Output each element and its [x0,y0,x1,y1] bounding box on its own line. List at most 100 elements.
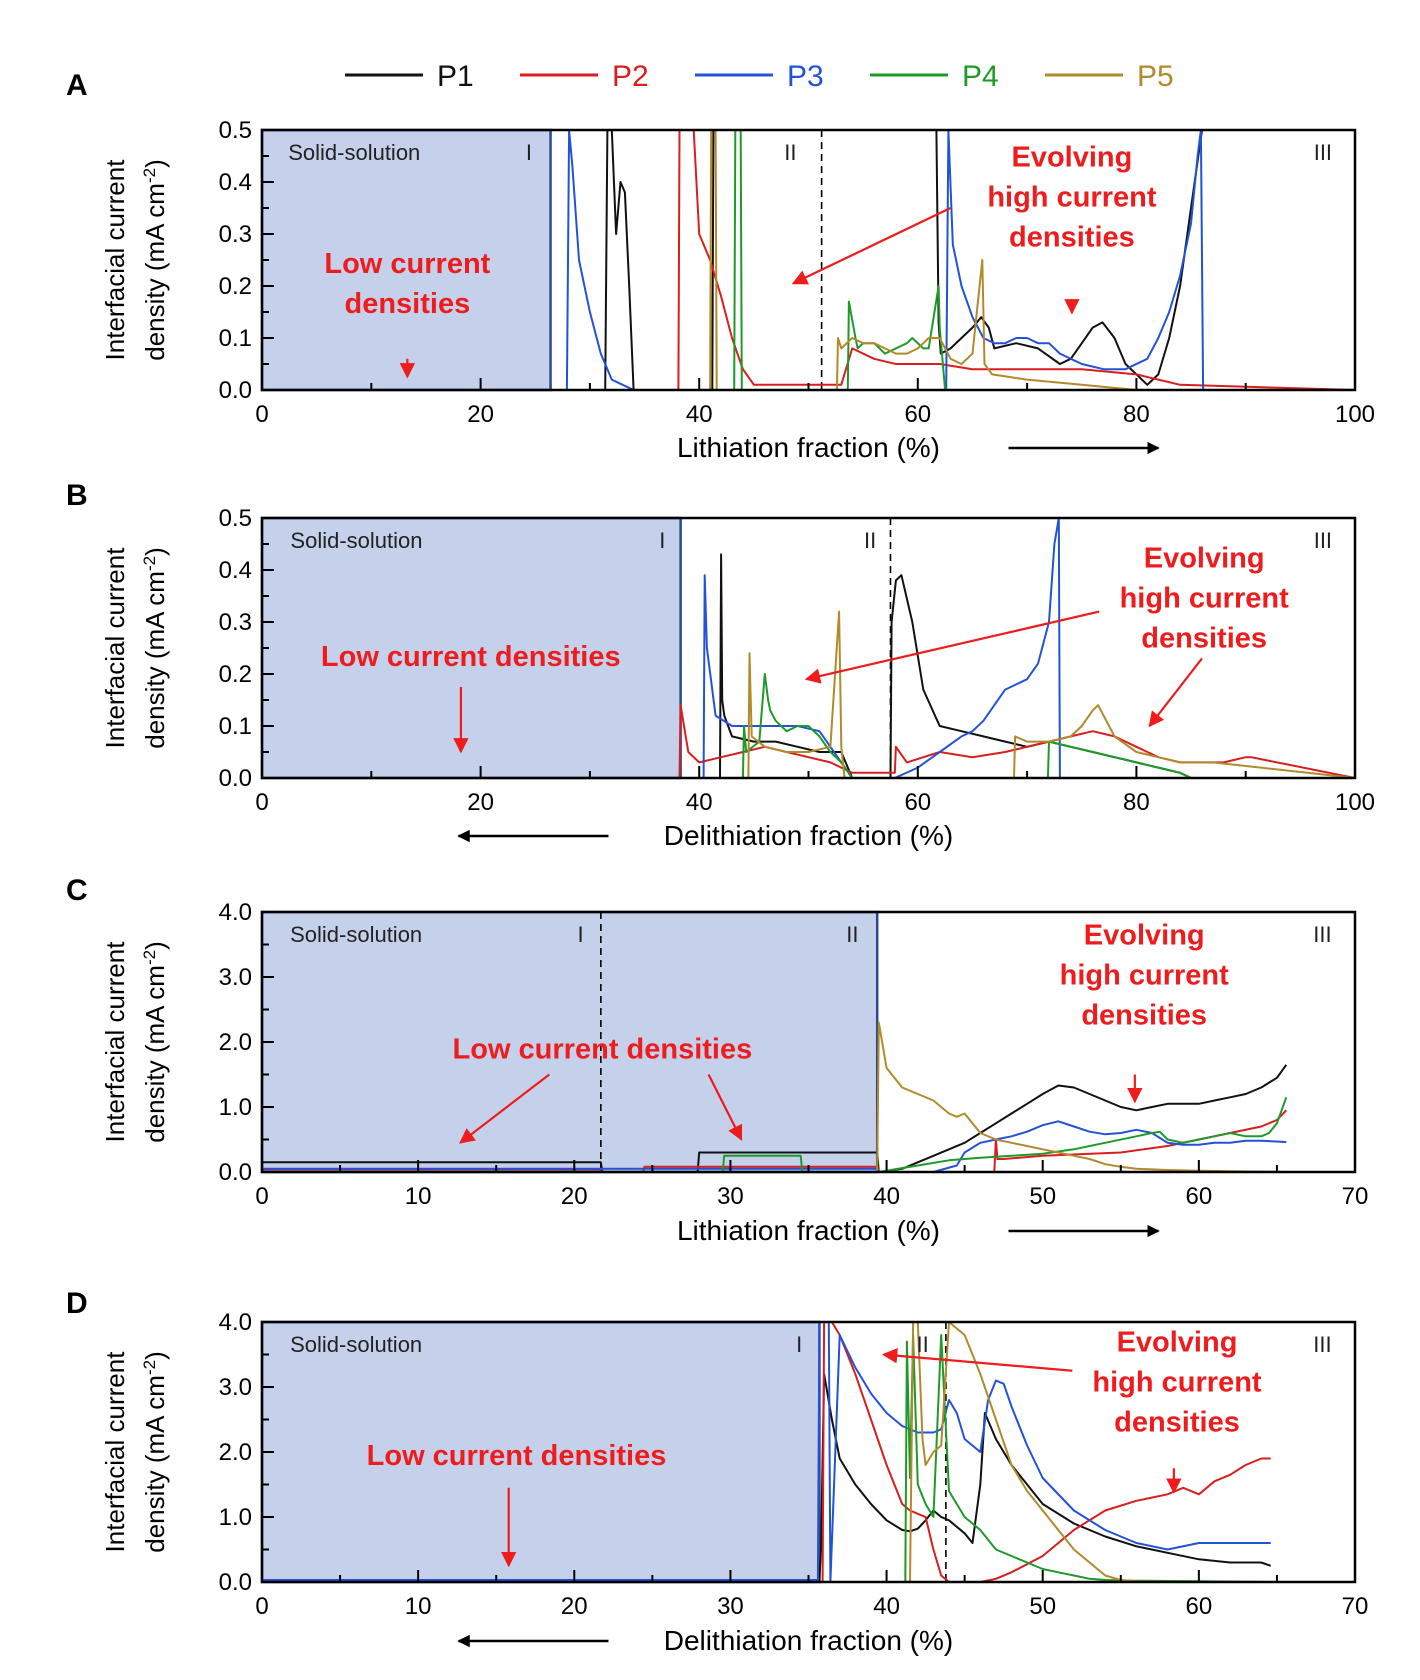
x-axis-title: Delithiation fraction (%) [664,820,953,851]
series-p3 [262,1120,1287,1172]
annotation-arrow [881,1348,1073,1372]
x-axis-title: Lithiation fraction (%) [677,1215,940,1246]
solid-solution-region [260,128,552,392]
y-tick-label: 0.3 [219,609,252,636]
y-tick-label: 0.4 [219,557,252,584]
region-label: Solid-solution [288,140,420,165]
region-label: III [1313,1332,1331,1357]
y-tick-label: 0.0 [219,377,252,404]
unit-close: ) [140,547,170,556]
unit-close: ) [140,159,170,168]
y-axis-title-line2: density (mA cm-2) [140,159,171,361]
y-tick-label: 2.0 [219,1029,252,1056]
annotation-line: high current [1092,1366,1262,1398]
x-tick-label: 70 [1342,1183,1369,1210]
panel-b: B 0 20 40 60 80 100 0.0 0.1 0.2 0.3 0.4 0.5 Delithiat… [66,479,1375,851]
x-tick-label: 40 [873,1183,900,1210]
x-axis-title: Lithiation fraction (%) [677,432,940,463]
annotation-arrow [459,1073,550,1144]
region-label: Solid-solution [290,922,422,947]
legend-label-p5: P5 [1137,60,1174,93]
region-label: III [1314,528,1332,553]
series-p5 [262,610,1355,778]
unit-close: ) [140,941,170,950]
y-tick-label: 0.1 [219,713,252,740]
panel-letter-c: C [66,874,88,907]
annotation-arrow [804,610,1100,684]
series-p3 [262,1322,1271,1582]
y-tick-label: 3.0 [219,964,252,991]
panels: A0 20 40 60 80 1000.00.10.20.30.40.5Lithiatio… [66,69,1375,1656]
annotation-text: Low current densities [367,1440,667,1472]
annotation-line: Low current [324,248,490,280]
panel-letter-a: A [66,69,88,102]
series-p1 [262,130,1355,390]
region-label: Solid-solution [290,528,422,553]
annotation-line: densities [1081,1000,1207,1032]
legend-label-p3: P3 [787,60,824,93]
x-tick-label: 40 [686,401,713,428]
x-axis-title: Delithiation fraction (%) [664,1625,953,1656]
x-tick-label: 0 [255,1593,268,1620]
region-label: II [864,528,876,553]
unit-close: ) [140,1351,170,1360]
series-p4 [262,673,1355,778]
x-tick-label: 20 [561,1183,588,1210]
region-label: I [526,140,532,165]
series-p1 [262,1373,1272,1581]
series-p5 [262,1021,1287,1172]
panel-a: A 0 20 40 60 80 100 0.0 0.1 0.2 0.3 0.4 0.5 Lithiatio… [66,69,1375,463]
annotation-text: Evolving high current densities [987,141,1157,253]
series-p4 [262,1096,1288,1172]
annotation-text: Evolving high current densities [1092,1326,1262,1438]
y-tick-label: 0.2 [219,661,252,688]
x-tick-label: 100 [1335,401,1375,428]
x-tick-label: 20 [467,789,494,816]
annotation-arrow [707,1074,743,1141]
x-tick-label: 60 [904,789,931,816]
annotation-text: Low current densities [324,248,490,320]
x-tick-label: 10 [405,1183,432,1210]
unit-exponent: -2 [140,556,159,571]
y-tick-label: 0.4 [219,169,252,196]
x-tick-label: 30 [717,1183,744,1210]
y-axis-title-line2: density (mA cm-2) [140,547,171,749]
region-label: III [1314,140,1332,165]
annotation-text: Low current densities [453,1033,753,1065]
x-tick-label: 40 [686,789,713,816]
region-label: I [796,1332,802,1357]
region-label: III [1313,922,1331,947]
y-axis-title-line1: Interfacial current [100,159,130,361]
annotation-line: Low current densities [453,1033,753,1065]
annotation-line: high current [987,181,1157,213]
series-p5 [262,130,1355,390]
panel-d: D 0 10 20 30 40 50 60 70 0.0 1.0 2.0 3.0 4.0 Delithiat… [66,1287,1368,1656]
unit-exponent: -2 [140,1360,159,1375]
x-tick-label: 60 [1186,1183,1213,1210]
annotation-line: Evolving [1117,1326,1238,1358]
region-label: II [916,1332,928,1357]
y-tick-label: 0.0 [219,1569,252,1596]
annotation-text: Evolving high current densities [1120,542,1290,654]
y-tick-label: 1.0 [219,1094,252,1121]
series-p3 [262,130,1355,390]
y-tick-label: 4.0 [219,1309,252,1336]
x-tick-label: 20 [561,1593,588,1620]
annotation-text: Low current densities [321,641,621,673]
y-tick-label: 3.0 [219,1374,252,1401]
annotation-line: densities [1009,221,1135,253]
panel-c: C 0 10 20 30 40 50 60 70 0.0 1.0 2.0 3.0 4.0 Lithiatio… [66,874,1368,1246]
annotation-line: Low current densities [367,1440,667,1472]
series-group [262,130,1355,390]
y-tick-label: 4.0 [219,899,252,926]
panel-letter-b: B [66,479,88,512]
annotation-line: Evolving [1084,920,1205,952]
annotation-arrow [791,207,952,285]
region-label: I [659,528,665,553]
y-tick-label: 0.0 [219,765,252,792]
y-axis-title-line1: Interfacial current [100,547,130,749]
y-axis-title-line2: density (mA cm-2) [140,941,171,1143]
x-tick-label: 60 [1186,1593,1213,1620]
y-tick-label: 0.0 [219,1159,252,1186]
panel-letter-d: D [66,1287,88,1320]
